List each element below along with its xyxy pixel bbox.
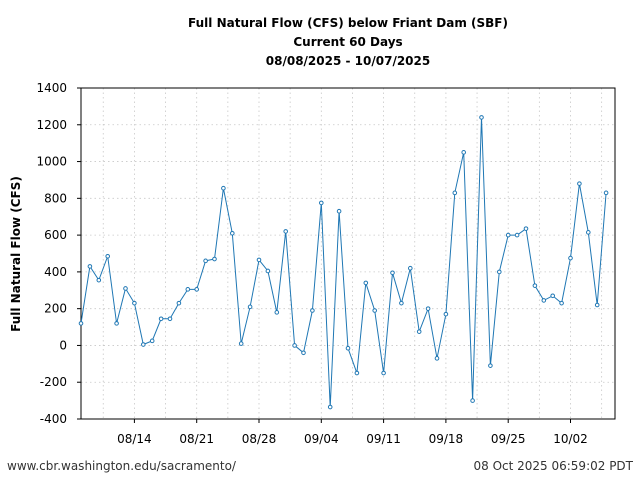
data-point [167,316,173,322]
data-point [586,230,591,235]
data-point [78,321,84,326]
y-tick-label: 0 [59,338,67,352]
y-tick-label: 200 [44,302,67,316]
title-line-1: Full Natural Flow (CFS) below Friant Dam… [188,16,508,30]
data-point [310,308,315,313]
x-axis-ticks: 08/14 08/21 08/28 09/04 09/11 09/18 09/25 10/02 [117,419,588,446]
data-point [363,280,369,286]
data-point [141,342,146,347]
y-tick-label: 1400 [36,81,67,95]
data-point [292,343,297,348]
data-point [158,316,164,322]
data-point [212,256,217,262]
data-point [185,287,191,292]
data-point [327,404,333,410]
data-point [399,300,404,306]
data-point [452,190,458,196]
x-tick-label: 08/14 [117,432,152,446]
data-point [87,264,93,269]
data-point [603,190,609,196]
data-point [230,230,235,236]
y-tick-label: 400 [44,265,67,279]
data-point [594,302,600,308]
data-point [123,286,128,291]
title-line-2: Current 60 Days [293,35,402,49]
data-point [274,310,280,315]
data-point [479,115,484,120]
y-tick-label: 600 [44,228,67,242]
data-point [408,265,413,271]
data-point [372,308,378,313]
x-tick-label: 10/02 [553,432,588,446]
generated-timestamp: 08 Oct 2025 06:59:02 PDT [473,459,633,473]
data-point [550,293,556,299]
data-point [221,185,226,191]
data-point [238,341,244,346]
data-point [514,232,520,238]
data-point [265,268,271,274]
data-point [336,208,342,214]
data-point [416,329,422,334]
data-point [488,363,493,368]
data-point [461,150,467,155]
data-point [443,311,449,317]
data-point [345,345,351,351]
data-point [149,338,155,344]
data-point [96,277,102,283]
data-point [132,300,137,306]
data-point [354,370,360,376]
data-point [114,321,119,326]
y-tick-label: -200 [40,375,67,389]
source-url[interactable]: www.cbr.washington.edu/sacramento/ [7,459,237,473]
data-point [505,232,511,238]
y-tick-label: -400 [40,412,67,426]
data-point [425,306,431,311]
data-point [523,226,529,231]
data-point [256,257,262,263]
data-point [176,300,182,306]
chart-title: Full Natural Flow (CFS) below Friant Dam… [188,16,508,68]
data-point [247,304,253,310]
data-point [301,350,306,356]
data-point [390,270,395,276]
x-tick-label: 09/04 [304,432,339,446]
data-point [203,258,208,264]
x-tick-label: 08/21 [179,432,214,446]
data-point [283,229,289,234]
data-point [319,200,324,206]
data-point [381,370,386,376]
data-point [532,283,538,288]
y-axis-label: Full Natural Flow (CFS) [9,176,23,332]
x-tick-label: 08/28 [242,432,277,446]
grid-lines [81,88,615,419]
data-point [470,398,475,403]
x-tick-label: 09/18 [429,432,464,446]
data-point [497,269,502,275]
series-flow [78,115,609,410]
y-tick-label: 1200 [36,118,67,132]
data-point [105,253,110,259]
title-line-3: 08/08/2025 - 10/07/2025 [266,54,430,68]
data-point [568,255,573,261]
data-point [434,356,440,361]
data-point [541,298,547,303]
y-tick-label: 1000 [36,155,67,169]
data-point [559,300,564,306]
plot-frame [80,87,616,420]
y-tick-label: 800 [44,191,67,205]
y-axis-ticks: -400 -200 0 200 400 600 800 1000 1200 1400 [36,81,81,426]
data-point [577,181,582,186]
x-tick-label: 09/11 [366,432,401,446]
data-point [194,287,199,292]
x-tick-label: 09/25 [491,432,526,446]
